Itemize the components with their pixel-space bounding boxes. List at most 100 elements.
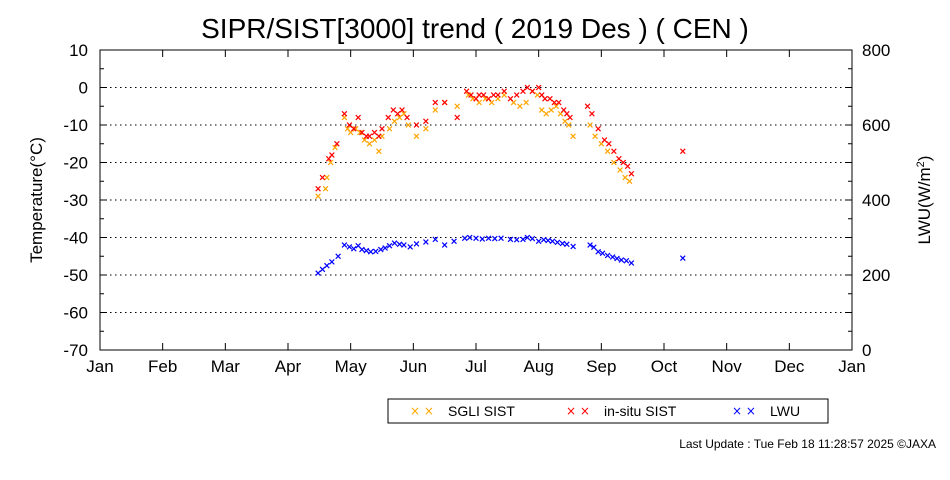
in-situ-sist-point (366, 133, 373, 140)
in-situ-sist-point (606, 140, 612, 147)
in-situ-sist-point (355, 114, 362, 121)
in-situ-sist-point (341, 110, 348, 117)
sgli-sist-point (332, 144, 338, 151)
in-situ-sist-point (315, 185, 321, 192)
lwu-point (609, 254, 616, 260)
lwu-point (507, 236, 514, 243)
in-situ-sist-point (624, 163, 631, 170)
x-tick-label: Nov (712, 357, 743, 376)
lwu-point (524, 234, 531, 241)
in-situ-sist-point (476, 92, 482, 98)
sgli-sist-point (432, 107, 439, 113)
in-situ-sist-point (542, 95, 548, 102)
x-tick-label: Jan (838, 357, 865, 376)
in-situ-sist-point (454, 114, 461, 121)
lwu-point (324, 262, 330, 269)
lwu-point (386, 242, 393, 249)
lwu-point (329, 259, 335, 265)
lwu-point (604, 252, 611, 259)
in-situ-sist-point (350, 125, 357, 132)
x-tick-label: Oct (651, 357, 678, 376)
legend-label-in-situ-sist: in-situ SIST (604, 403, 677, 419)
in-situ-sist-point (376, 133, 382, 140)
in-situ-sist-point (441, 99, 448, 106)
lwu-point (623, 257, 630, 264)
in-situ-sist-point (679, 148, 686, 155)
y-tick-label: -40 (63, 229, 88, 248)
y-tick-label: -20 (63, 154, 88, 173)
lwu-point (391, 240, 398, 246)
lwu-point (401, 242, 407, 248)
y-tick-label: -60 (63, 304, 88, 323)
in-situ-sist-point (507, 95, 514, 102)
in-situ-sist-point (404, 114, 410, 121)
in-situ-sist-point (513, 92, 520, 98)
sgli-sist-point (315, 193, 321, 200)
lwu-point (396, 241, 403, 248)
in-situ-sist-point (379, 125, 385, 132)
sgli-sist-point (396, 114, 403, 121)
y-tick-label: -50 (63, 266, 88, 285)
legend-label-sgli-sist: SGLI SIST (448, 403, 515, 419)
lwu-point (341, 242, 348, 248)
legend-marker-in-situ-sist: × × (566, 404, 590, 418)
y2-axis-label: LWU(W/m2) (915, 156, 934, 245)
in-situ-sist-point (485, 95, 492, 102)
lwu-point (315, 270, 321, 276)
in-situ-sist-point (463, 88, 470, 95)
last-update-text: Last Update : Tue Feb 18 11:28:57 2025 ©… (679, 437, 936, 451)
in-situ-sist-point (399, 107, 405, 113)
lwu-point (382, 245, 388, 251)
lwu-point (590, 244, 597, 251)
sgli-sist-point (553, 103, 560, 110)
in-situ-sist-point (371, 129, 378, 136)
lwu-point (587, 242, 593, 248)
lwu-point (513, 236, 520, 243)
lwu-point (679, 255, 686, 261)
in-situ-sist-point (601, 137, 608, 143)
sgli-sist-point (611, 159, 617, 166)
in-situ-sist-point (359, 129, 365, 136)
x-tick-label: Feb (148, 357, 177, 376)
in-situ-sist-point (535, 84, 542, 91)
y-tick-label: 0 (79, 79, 88, 98)
lwu-point (335, 253, 341, 260)
lwu-point (432, 236, 439, 243)
grid-lines (100, 87, 852, 313)
sgli-sist-point (617, 167, 623, 173)
y-axis-label: Temperature(°C) (27, 137, 46, 263)
x-tick-label: Dec (774, 357, 805, 376)
in-situ-sist-point (551, 99, 558, 106)
sgli-sist-point (592, 133, 598, 140)
in-situ-sist-point (584, 103, 591, 110)
sgli-sist-point (604, 148, 611, 155)
sgli-sist-point (565, 122, 572, 128)
in-situ-sist-point (319, 174, 326, 181)
in-situ-sist-point (595, 125, 602, 132)
legend: × × SGLI SIST × × in-situ SIST × × LWU (387, 398, 829, 424)
sgli-sist-point (548, 107, 555, 113)
legend-label-lwu: LWU (770, 403, 800, 419)
in-situ-sist-point (468, 92, 474, 98)
in-situ-sist-point (495, 92, 501, 98)
x-tick-label: Mar (211, 357, 241, 376)
lwu-point (570, 243, 576, 250)
in-situ-sist-point (616, 155, 622, 162)
sgli-sist-point (523, 99, 529, 106)
in-situ-sist-point (628, 170, 635, 177)
lwu-point (599, 250, 606, 257)
lwu-point (540, 236, 547, 243)
in-situ-sist-point (394, 110, 401, 117)
lwu-point (407, 244, 414, 250)
lwu-point (372, 248, 379, 255)
y2-tick-labels: 800 600 400 200 0 (862, 41, 890, 360)
x-tick-label: Jul (465, 357, 487, 376)
lwu-point (549, 238, 556, 245)
y-tick-label: -30 (63, 191, 88, 210)
sgli-sist-point (587, 122, 593, 128)
sgli-sist-point (324, 174, 330, 181)
lwu-point (466, 234, 473, 241)
sgli-sist-point (543, 110, 550, 117)
lwu-point (461, 235, 468, 242)
sgli-sist-point (570, 133, 576, 140)
